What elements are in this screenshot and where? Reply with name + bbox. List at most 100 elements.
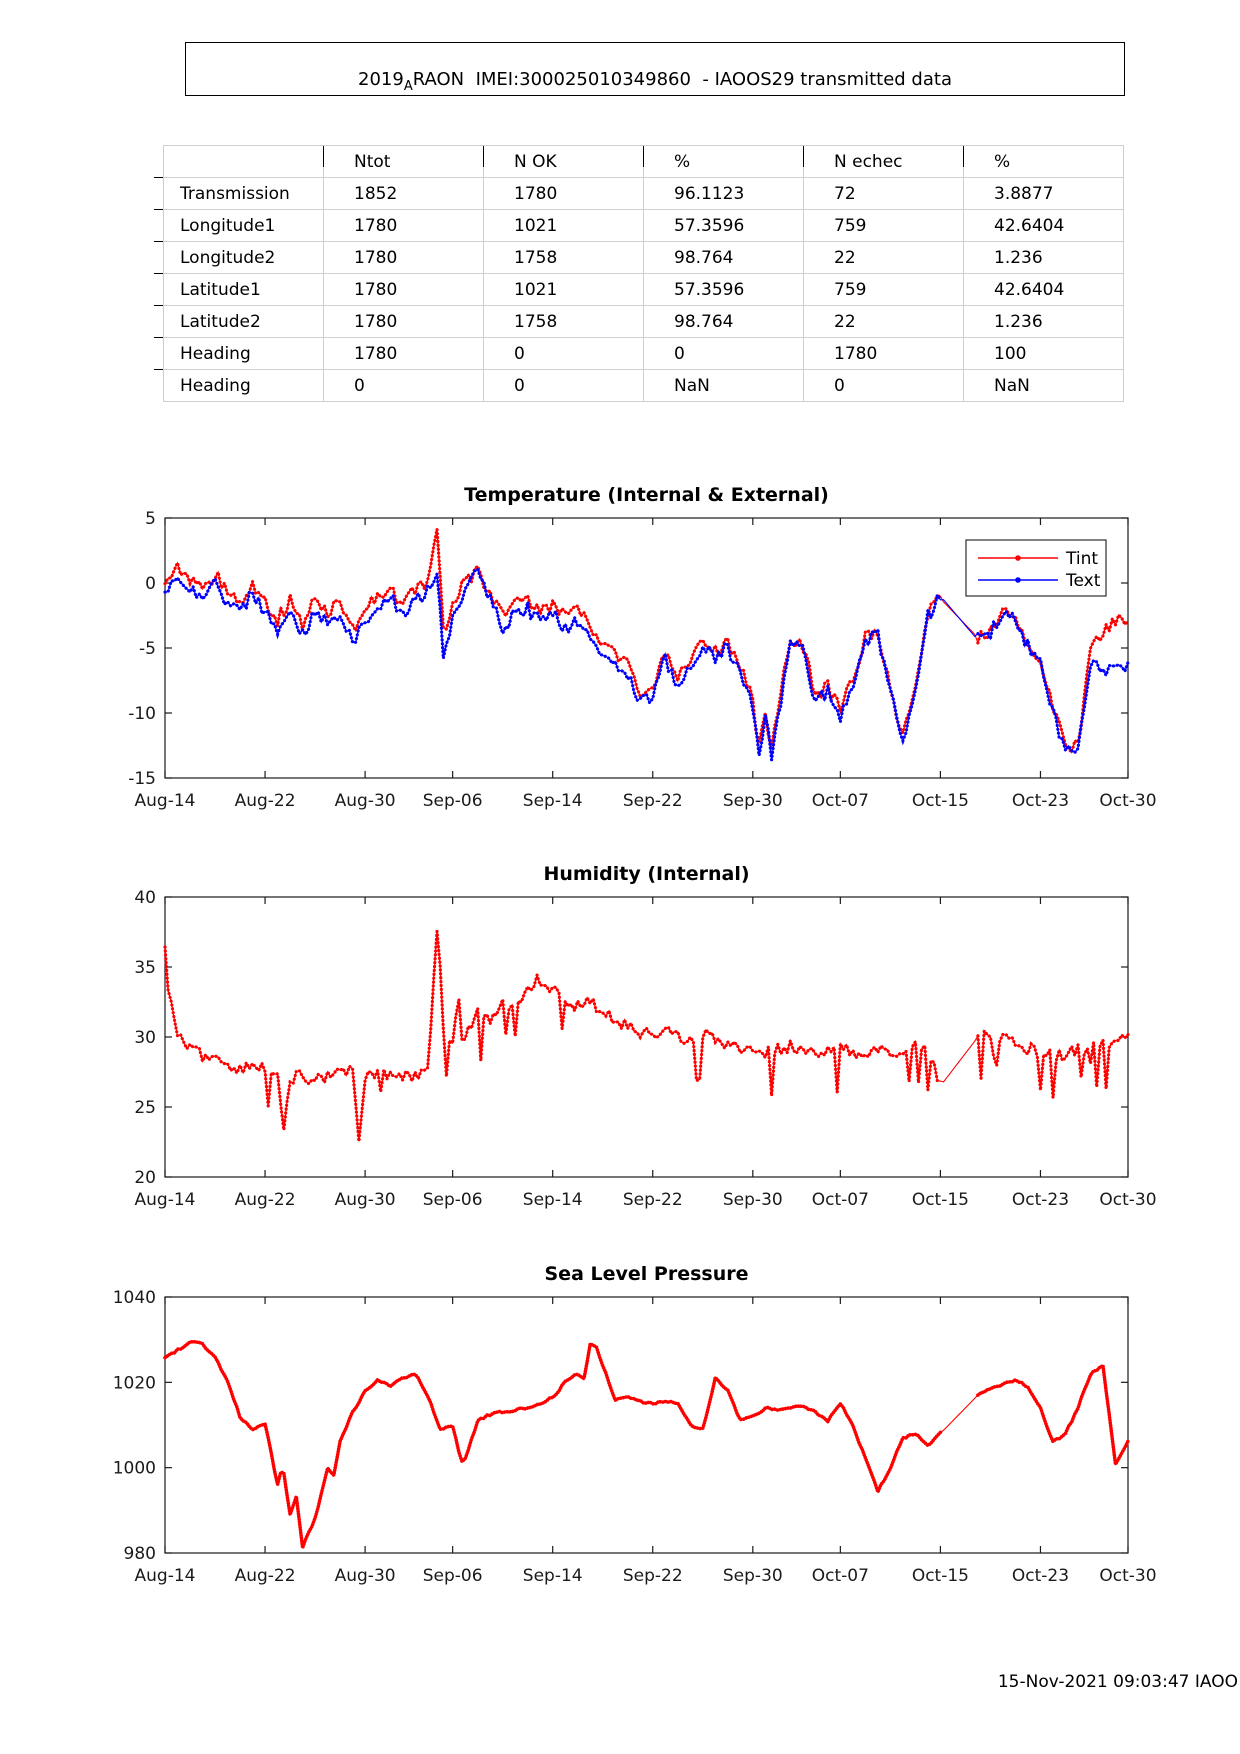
table-cell: 42.6404 — [963, 209, 1124, 242]
table-cell: 1.236 — [963, 305, 1124, 338]
table-cell: 1780 — [323, 241, 484, 274]
x-tick-label: Oct-15 — [912, 1566, 969, 1586]
table-row-tick — [154, 305, 163, 306]
temperature-chart-title: Temperature (Internal & External) — [464, 484, 829, 506]
pressure-plot-box — [164, 1296, 1129, 1554]
table-cell: 22 — [803, 305, 964, 338]
table-header-cell — [163, 145, 324, 178]
stats-table: Ntot N OK% N echec% Transmission 1852 1780 96… — [163, 145, 1124, 402]
table-column-tick — [963, 146, 964, 167]
stats-table-head: Ntot N OK% N echec% — [163, 145, 1124, 178]
stats-table-body: Transmission 1852 1780 96.1123 72 3.8877 Longi… — [163, 177, 1124, 402]
table-column-tick — [643, 146, 644, 167]
x-tick-label: Sep-06 — [423, 791, 483, 811]
table-cell: 0 — [803, 369, 964, 402]
legend-marker-sample — [1015, 555, 1021, 561]
x-tick-label: Aug-14 — [135, 1190, 196, 1210]
figure-title-prefix: 2019 — [358, 69, 404, 90]
series-humidity-markers — [163, 931, 1130, 1142]
humidity-chart: Aug-14 Aug-22 Aug-30 Sep-06 Sep-14 Sep-22 Sep-… — [134, 863, 1156, 1210]
x-tick-label: Aug-30 — [335, 1190, 396, 1210]
table-cell: 1021 — [483, 273, 644, 306]
y-tick-label: 0 — [145, 574, 156, 594]
table-cell: Transmission — [163, 177, 324, 210]
table-cell: 1.236 — [963, 241, 1124, 274]
x-tick-label: Sep-06 — [423, 1190, 483, 1210]
table-cell: 100 — [963, 337, 1124, 370]
x-tick-label: Oct-07 — [812, 791, 869, 811]
y-tick-label: 25 — [134, 1098, 156, 1118]
legend-marker-sample — [1015, 577, 1021, 583]
table-row: Longitude2 1780 1758 98.764 22 1.236 — [163, 241, 1124, 274]
figure-title-box: 2019ARAON IMEI:300025010349860 - IAOOS29… — [185, 42, 1125, 96]
table-cell: Heading — [163, 337, 324, 370]
series-slp-line — [164, 1341, 1129, 1548]
x-tick-label: Sep-22 — [623, 1566, 683, 1586]
table-cell: 1780 — [323, 305, 484, 338]
x-tick-label: Oct-15 — [912, 791, 969, 811]
x-tick-label: Sep-22 — [623, 791, 683, 811]
table-cell: 0 — [323, 369, 484, 402]
y-tick-label: 1040 — [113, 1288, 156, 1308]
table-cell: Heading — [163, 369, 324, 402]
table-column-tick — [323, 146, 324, 167]
x-tick-label: Sep-14 — [523, 1566, 583, 1586]
x-tick-label: Aug-14 — [135, 1566, 196, 1586]
table-column-tick — [803, 146, 804, 167]
y-tick-label: 35 — [134, 958, 156, 978]
legend-box — [965, 539, 1107, 597]
table-column-tick — [483, 146, 484, 167]
table-cell: 759 — [803, 273, 964, 306]
x-tick-label: Aug-22 — [235, 1566, 296, 1586]
series-slp-markers — [163, 1339, 1130, 1549]
table-row: Transmission 1852 1780 96.1123 72 3.8877 — [163, 177, 1124, 210]
humidity-chart-title: Humidity (Internal) — [543, 863, 749, 885]
table-row-tick — [154, 209, 163, 210]
table-row-tick — [154, 273, 163, 274]
x-tick-label: Oct-30 — [1099, 1566, 1156, 1586]
pressure-chart-title: Sea Level Pressure — [545, 1263, 749, 1285]
table-cell: 0 — [483, 369, 644, 402]
table-row: Heading 0 0 NaN 0 NaN — [163, 369, 1124, 402]
x-tick-label: Oct-30 — [1099, 791, 1156, 811]
y-tick-label: 1000 — [113, 1459, 156, 1479]
table-header-cell: % — [963, 145, 1124, 178]
x-tick-label: Oct-23 — [1012, 1190, 1069, 1210]
x-tick-label: Sep-30 — [723, 1566, 783, 1586]
table-cell: 96.1123 — [643, 177, 804, 210]
figure-title: 2019ARAON IMEI:300025010349860 - IAOOS29… — [186, 69, 1124, 94]
x-tick-label: Aug-14 — [135, 791, 196, 811]
y-tick-label: 1020 — [113, 1373, 156, 1393]
table-header-row: Ntot N OK% N echec% — [163, 145, 1124, 178]
x-tick-label: Sep-30 — [723, 1190, 783, 1210]
figure-title-rest: RAON IMEI:300025010349860 - IAOOS29 tran… — [412, 69, 952, 90]
legend-label: Tint — [1065, 549, 1098, 569]
x-tick-label: Aug-30 — [335, 791, 396, 811]
series-text-line — [164, 568, 1129, 760]
table-cell: 3.8877 — [963, 177, 1124, 210]
table-cell: 1852 — [323, 177, 484, 210]
table-row: Heading 1780 0 0 1780 100 — [163, 337, 1124, 370]
table-cell: 1758 — [483, 241, 644, 274]
figure-title-subscript: A — [403, 79, 413, 94]
table-cell: 1758 — [483, 305, 644, 338]
y-tick-label: -10 — [128, 704, 156, 724]
x-tick-label: Oct-23 — [1012, 1566, 1069, 1586]
y-tick-label: 5 — [145, 509, 156, 529]
table-header-cell: N OK — [483, 145, 644, 178]
y-tick-label: 30 — [134, 1028, 156, 1048]
table-row-tick — [154, 369, 163, 370]
y-tick-label: 40 — [134, 888, 156, 908]
table-row-tick — [154, 337, 163, 338]
table-cell: 1021 — [483, 209, 644, 242]
table-cell: 1780 — [323, 337, 484, 370]
x-tick-label: Sep-14 — [523, 1190, 583, 1210]
x-tick-label: Sep-22 — [623, 1190, 683, 1210]
table-row-tick — [154, 241, 163, 242]
temperature-chart: Aug-14 Aug-22 Aug-30 Sep-06 Sep-14 Sep-22 Sep-… — [128, 484, 1156, 811]
series-text-markers — [163, 566, 1130, 761]
x-tick-label: Aug-22 — [235, 791, 296, 811]
x-tick-label: Sep-14 — [523, 791, 583, 811]
timestamp: 15-Nov-2021 09:03:47 IAOO — [997, 1672, 1238, 1692]
